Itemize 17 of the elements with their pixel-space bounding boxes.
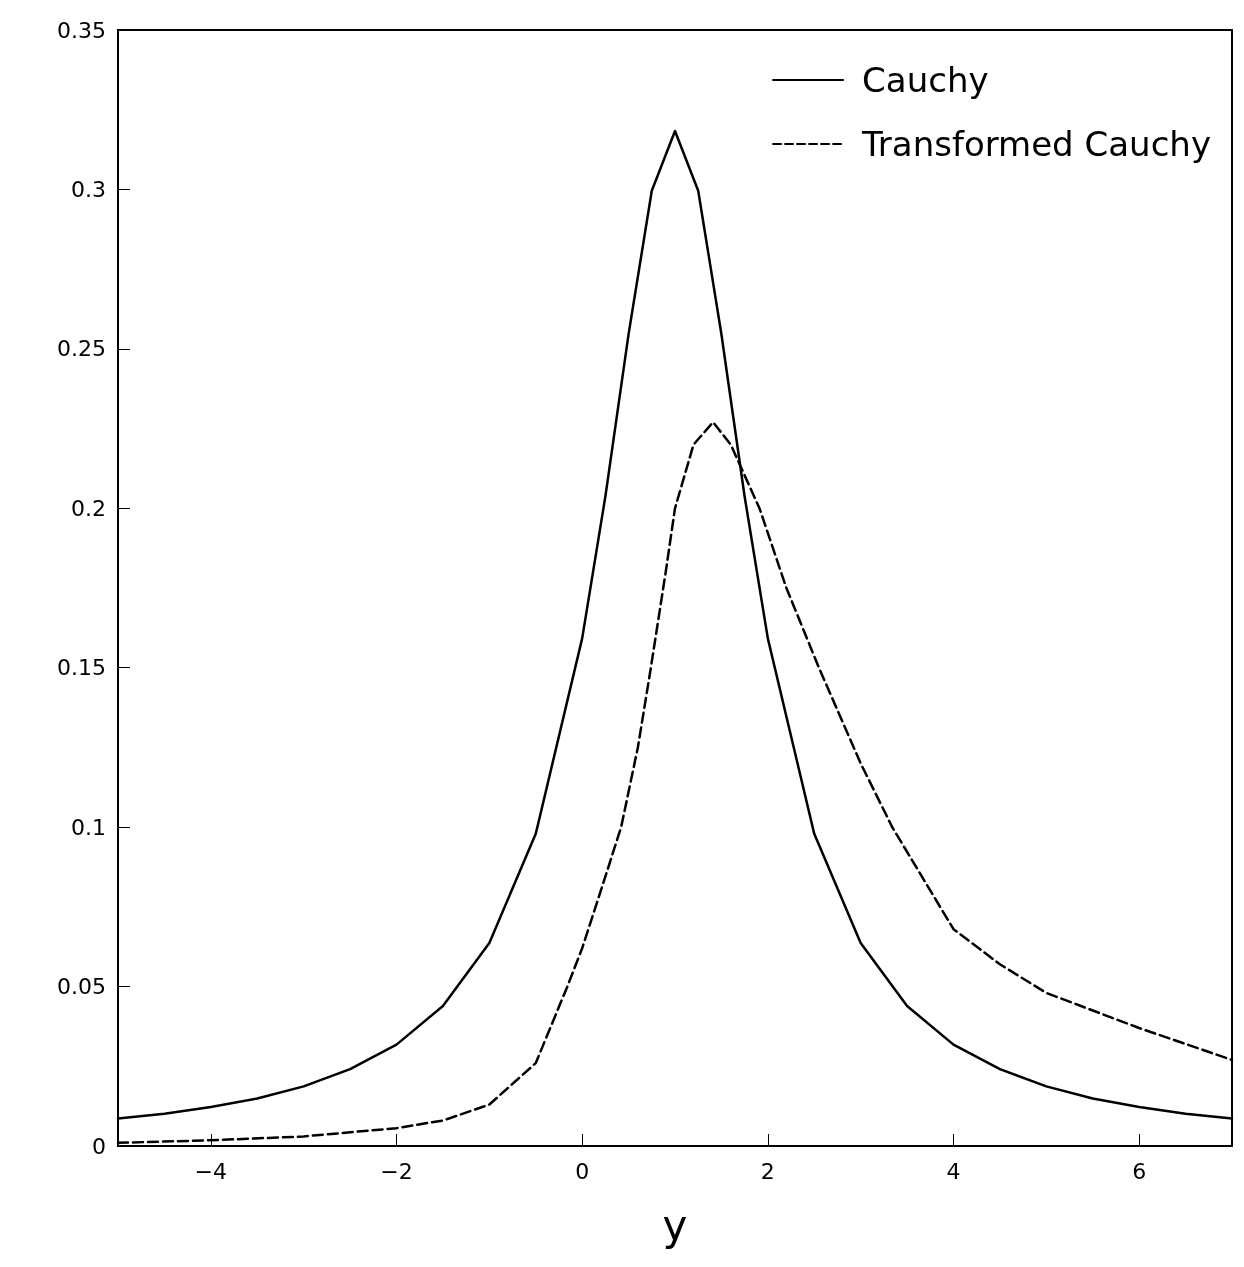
y-tick-label: 0.2 — [71, 495, 106, 521]
x-tick-label: 6 — [1132, 1158, 1147, 1184]
y-tick-label: 0 — [92, 1133, 106, 1159]
y-tick-label: 0.05 — [57, 974, 106, 1000]
y-tick-label: 0.35 — [57, 17, 106, 43]
y-tick-label: 0.1 — [71, 814, 106, 840]
legend-label: Cauchy — [862, 60, 989, 100]
x-tick-label: 0 — [575, 1158, 590, 1184]
y-tick-label: 0.3 — [71, 176, 106, 202]
legend-label: Transformed Cauchy — [861, 124, 1212, 164]
x-tick-label: 2 — [760, 1158, 775, 1184]
y-tick-label: 0.15 — [57, 655, 106, 681]
y-tick-label: 0.25 — [57, 336, 106, 362]
x-axis-title: y — [662, 1200, 688, 1250]
x-tick-label: 4 — [946, 1158, 961, 1184]
x-tick-label: −4 — [194, 1158, 228, 1184]
x-tick-label: −2 — [380, 1158, 413, 1184]
